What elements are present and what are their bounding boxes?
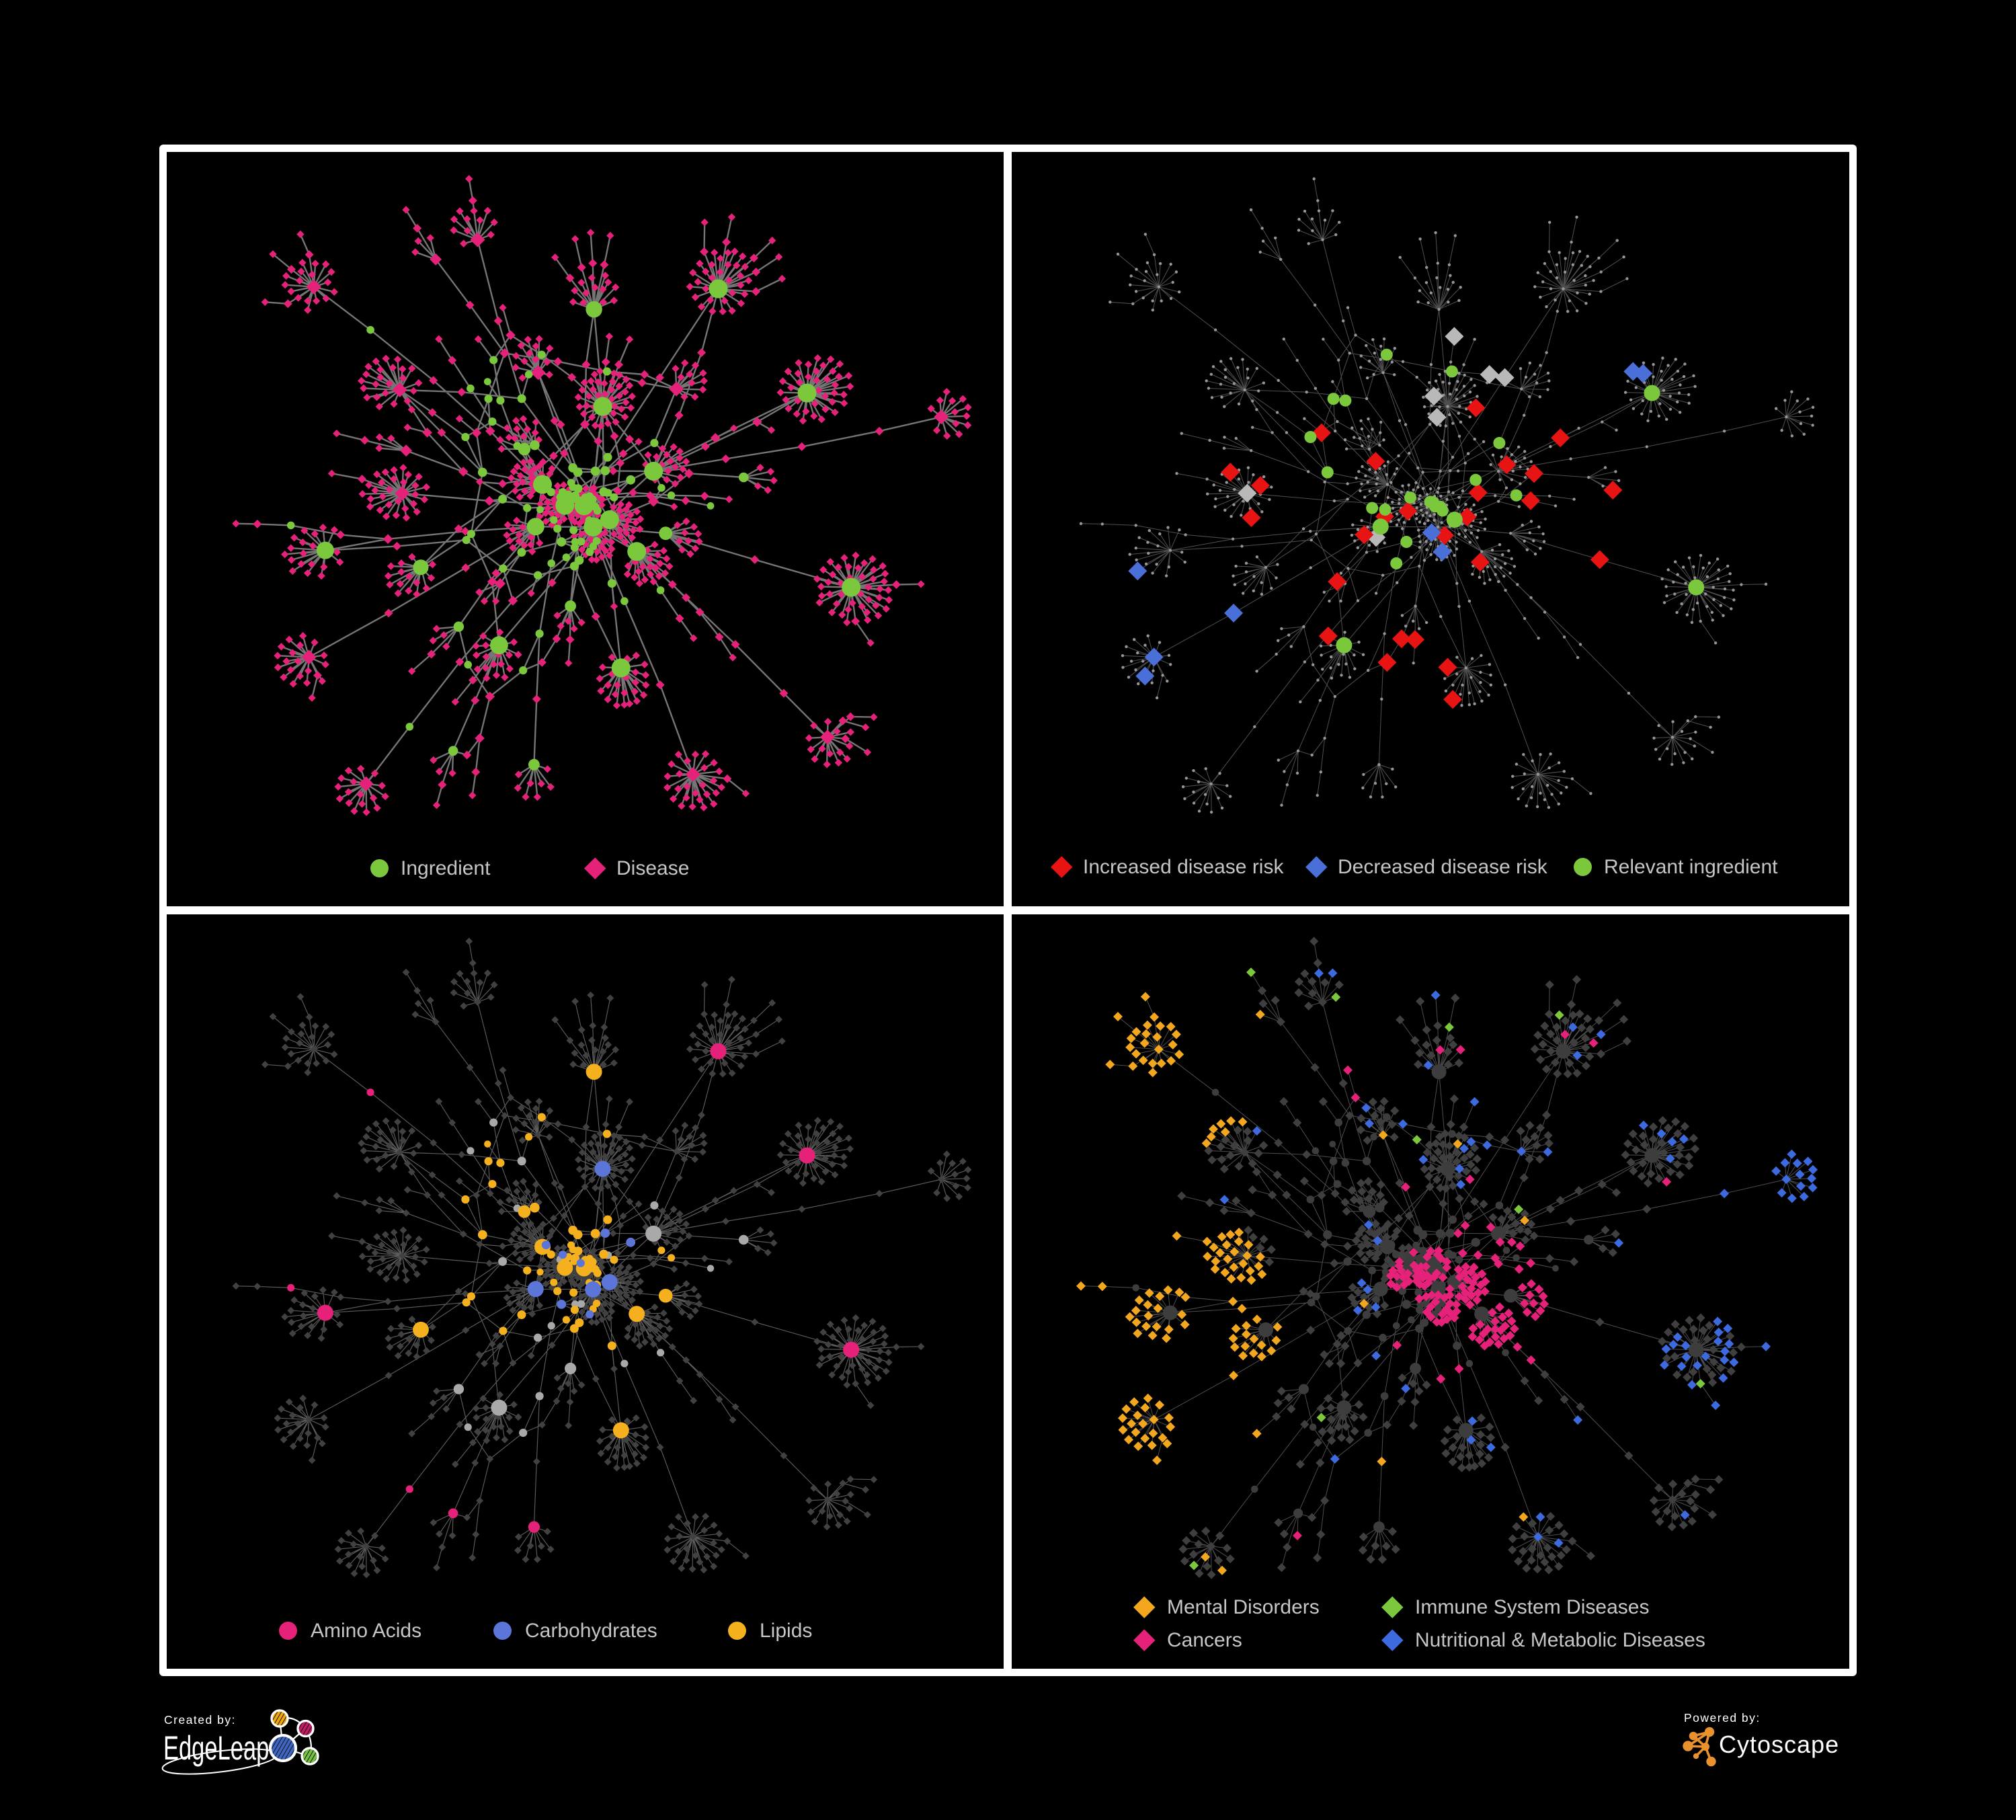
svg-text:Powered by:: Powered by: bbox=[1684, 1711, 1761, 1725]
svg-text:Created by:: Created by: bbox=[164, 1713, 236, 1727]
svg-text:Cytoscape: Cytoscape bbox=[1719, 1731, 1839, 1758]
svg-text:EdgeLeap: EdgeLeap bbox=[163, 1730, 269, 1768]
